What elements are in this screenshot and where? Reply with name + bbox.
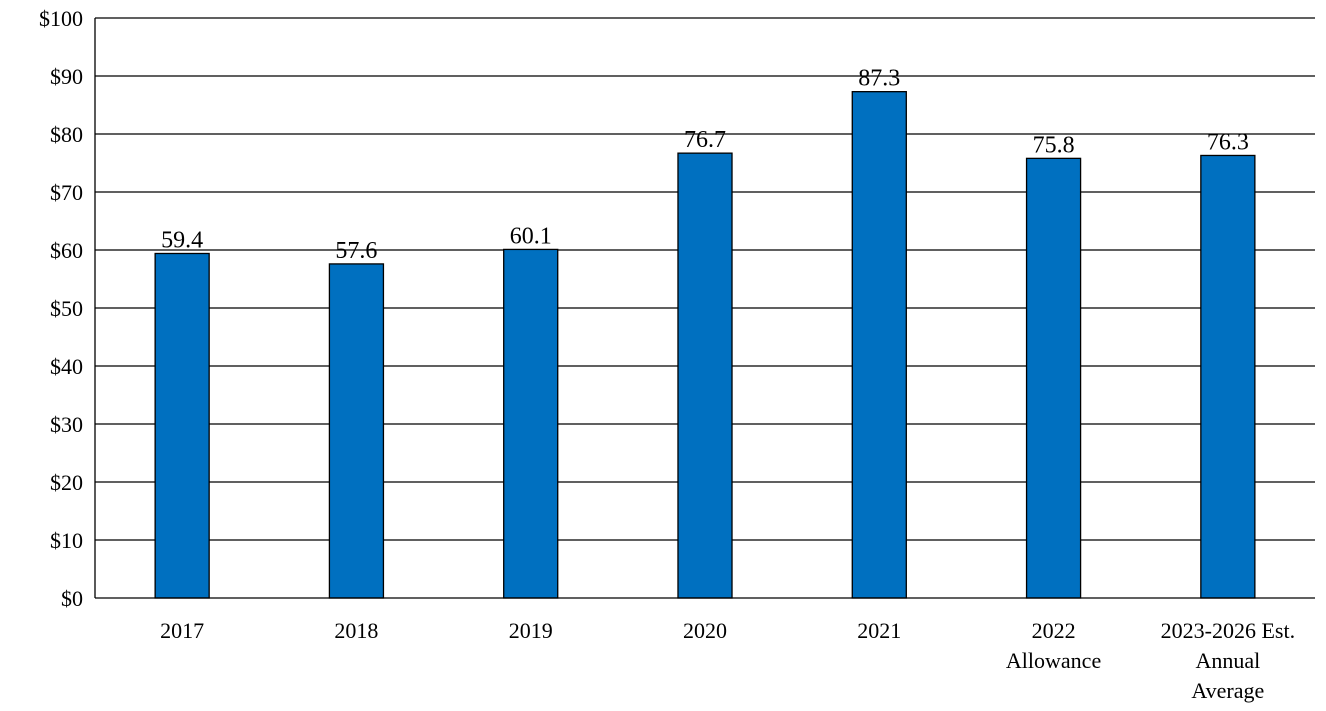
bar-value-label: 87.3 xyxy=(858,66,900,92)
x-category-label-line: 2019 xyxy=(509,618,553,643)
x-category-label-line: 2020 xyxy=(683,618,727,643)
axes xyxy=(94,18,1315,599)
x-category-label-line: Allowance xyxy=(1006,648,1101,673)
bar-value-label: 59.4 xyxy=(161,227,203,253)
y-tick-label: $40 xyxy=(50,354,83,379)
bar xyxy=(677,152,733,599)
bar xyxy=(1025,157,1082,599)
x-category-label-line: 2017 xyxy=(160,618,204,643)
y-tick-label: $100 xyxy=(39,6,83,31)
bar xyxy=(328,263,385,599)
x-category-label-line: 2021 xyxy=(857,618,901,643)
x-category-label: 2022 Allowance xyxy=(1006,618,1101,673)
x-category-label: 2020 xyxy=(683,618,727,643)
bar-value-label: 57.6 xyxy=(335,238,377,264)
x-category-label-line: Average xyxy=(1191,678,1264,703)
bar xyxy=(154,252,210,599)
x-category-label-line: Annual xyxy=(1195,648,1260,673)
x-category-label-line: 2018 xyxy=(334,618,378,643)
y-tick-label: $30 xyxy=(50,412,83,437)
bar xyxy=(1200,154,1256,599)
bar-value-label: 76.3 xyxy=(1207,129,1249,155)
bar xyxy=(851,91,907,599)
y-tick-label: $10 xyxy=(50,528,83,553)
bar-value-label: 60.1 xyxy=(510,223,552,249)
y-tick-label: $60 xyxy=(50,238,83,263)
labels: $0 $10 $20 $30 $40 $50 $60 $70 $80 $90 $100 59.4 201… xyxy=(39,6,1295,703)
x-category-label: 2018 xyxy=(334,618,378,643)
bar-value-label: 76.7 xyxy=(684,127,726,153)
y-tick-label: $80 xyxy=(50,122,83,147)
x-category-label-line: 2022 xyxy=(1032,618,1076,643)
x-category-label-line: 2023-2026 Est. xyxy=(1161,618,1295,643)
y-tick-label: $70 xyxy=(50,180,83,205)
y-tick-label: $90 xyxy=(50,64,83,89)
bar xyxy=(503,248,559,599)
bars xyxy=(154,91,1256,599)
x-category-label: 2023-2026 Est. Annual Average xyxy=(1161,618,1295,703)
y-tick-label: $0 xyxy=(61,586,83,611)
y-tick-label: $20 xyxy=(50,470,83,495)
y-tick-label: $50 xyxy=(50,296,83,321)
bar-value-label: 75.8 xyxy=(1033,132,1075,158)
x-category-label: 2017 xyxy=(160,618,204,643)
x-category-label: 2021 xyxy=(857,618,901,643)
x-category-label: 2019 xyxy=(509,618,553,643)
